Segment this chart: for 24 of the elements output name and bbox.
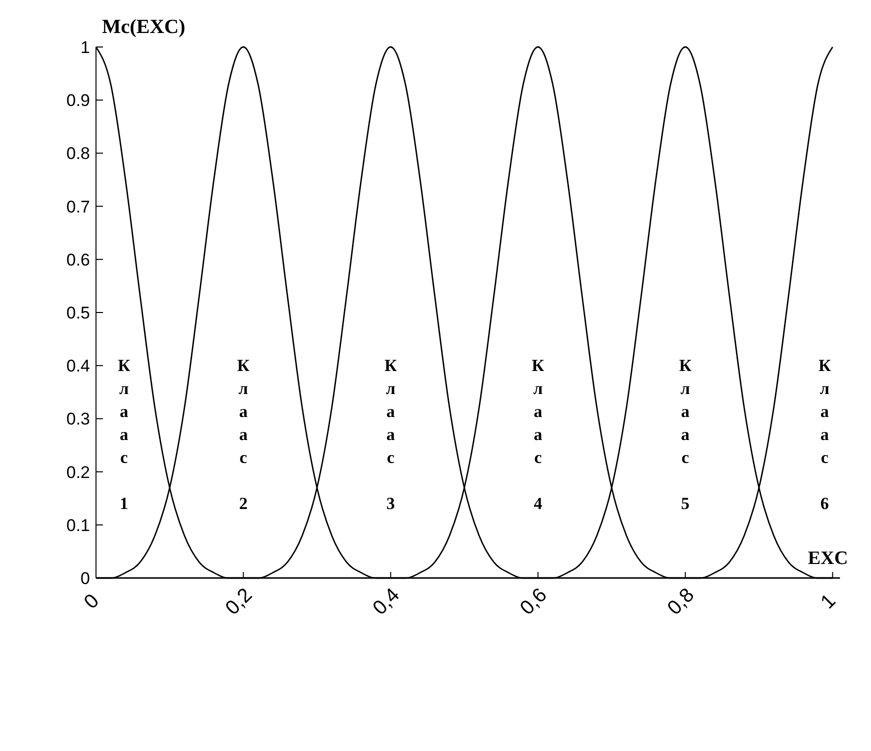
x-tick-label: 0,8	[663, 584, 699, 620]
annotation: Клаас 1	[114, 356, 134, 517]
y-tick-label: 0	[80, 568, 90, 588]
annotation: Клаас 5	[676, 356, 695, 517]
x-tick-label: 0,2	[221, 584, 257, 620]
annotation: Клаас 2	[234, 356, 253, 517]
y-tick-label: 0.9	[66, 91, 90, 110]
annotation: Клаас 4	[528, 356, 548, 517]
annotation: Клаас 3	[381, 356, 400, 517]
y-tick-label: 0.3	[66, 410, 90, 429]
y-tick-label: 0.8	[66, 144, 90, 164]
y-tick-label: 1	[80, 38, 90, 57]
x-axis-title: EXC	[808, 548, 848, 569]
y-tick-label: 0.1	[66, 516, 90, 535]
x-tick-label: 0,6	[516, 584, 552, 620]
y-tick-label: 0.6	[66, 250, 90, 270]
y-tick-label: 0.5	[66, 303, 90, 322]
x-tick-label: 1	[816, 590, 840, 614]
annotation: Клаас 6	[815, 356, 834, 517]
y-axis-title: Mc(EXC)	[102, 16, 186, 38]
y-tick-label: 0.2	[66, 462, 90, 482]
x-tick-label: 0,4	[368, 584, 404, 620]
y-tick-label: 0.7	[66, 197, 90, 216]
y-tick-label: 0.4	[66, 356, 90, 376]
